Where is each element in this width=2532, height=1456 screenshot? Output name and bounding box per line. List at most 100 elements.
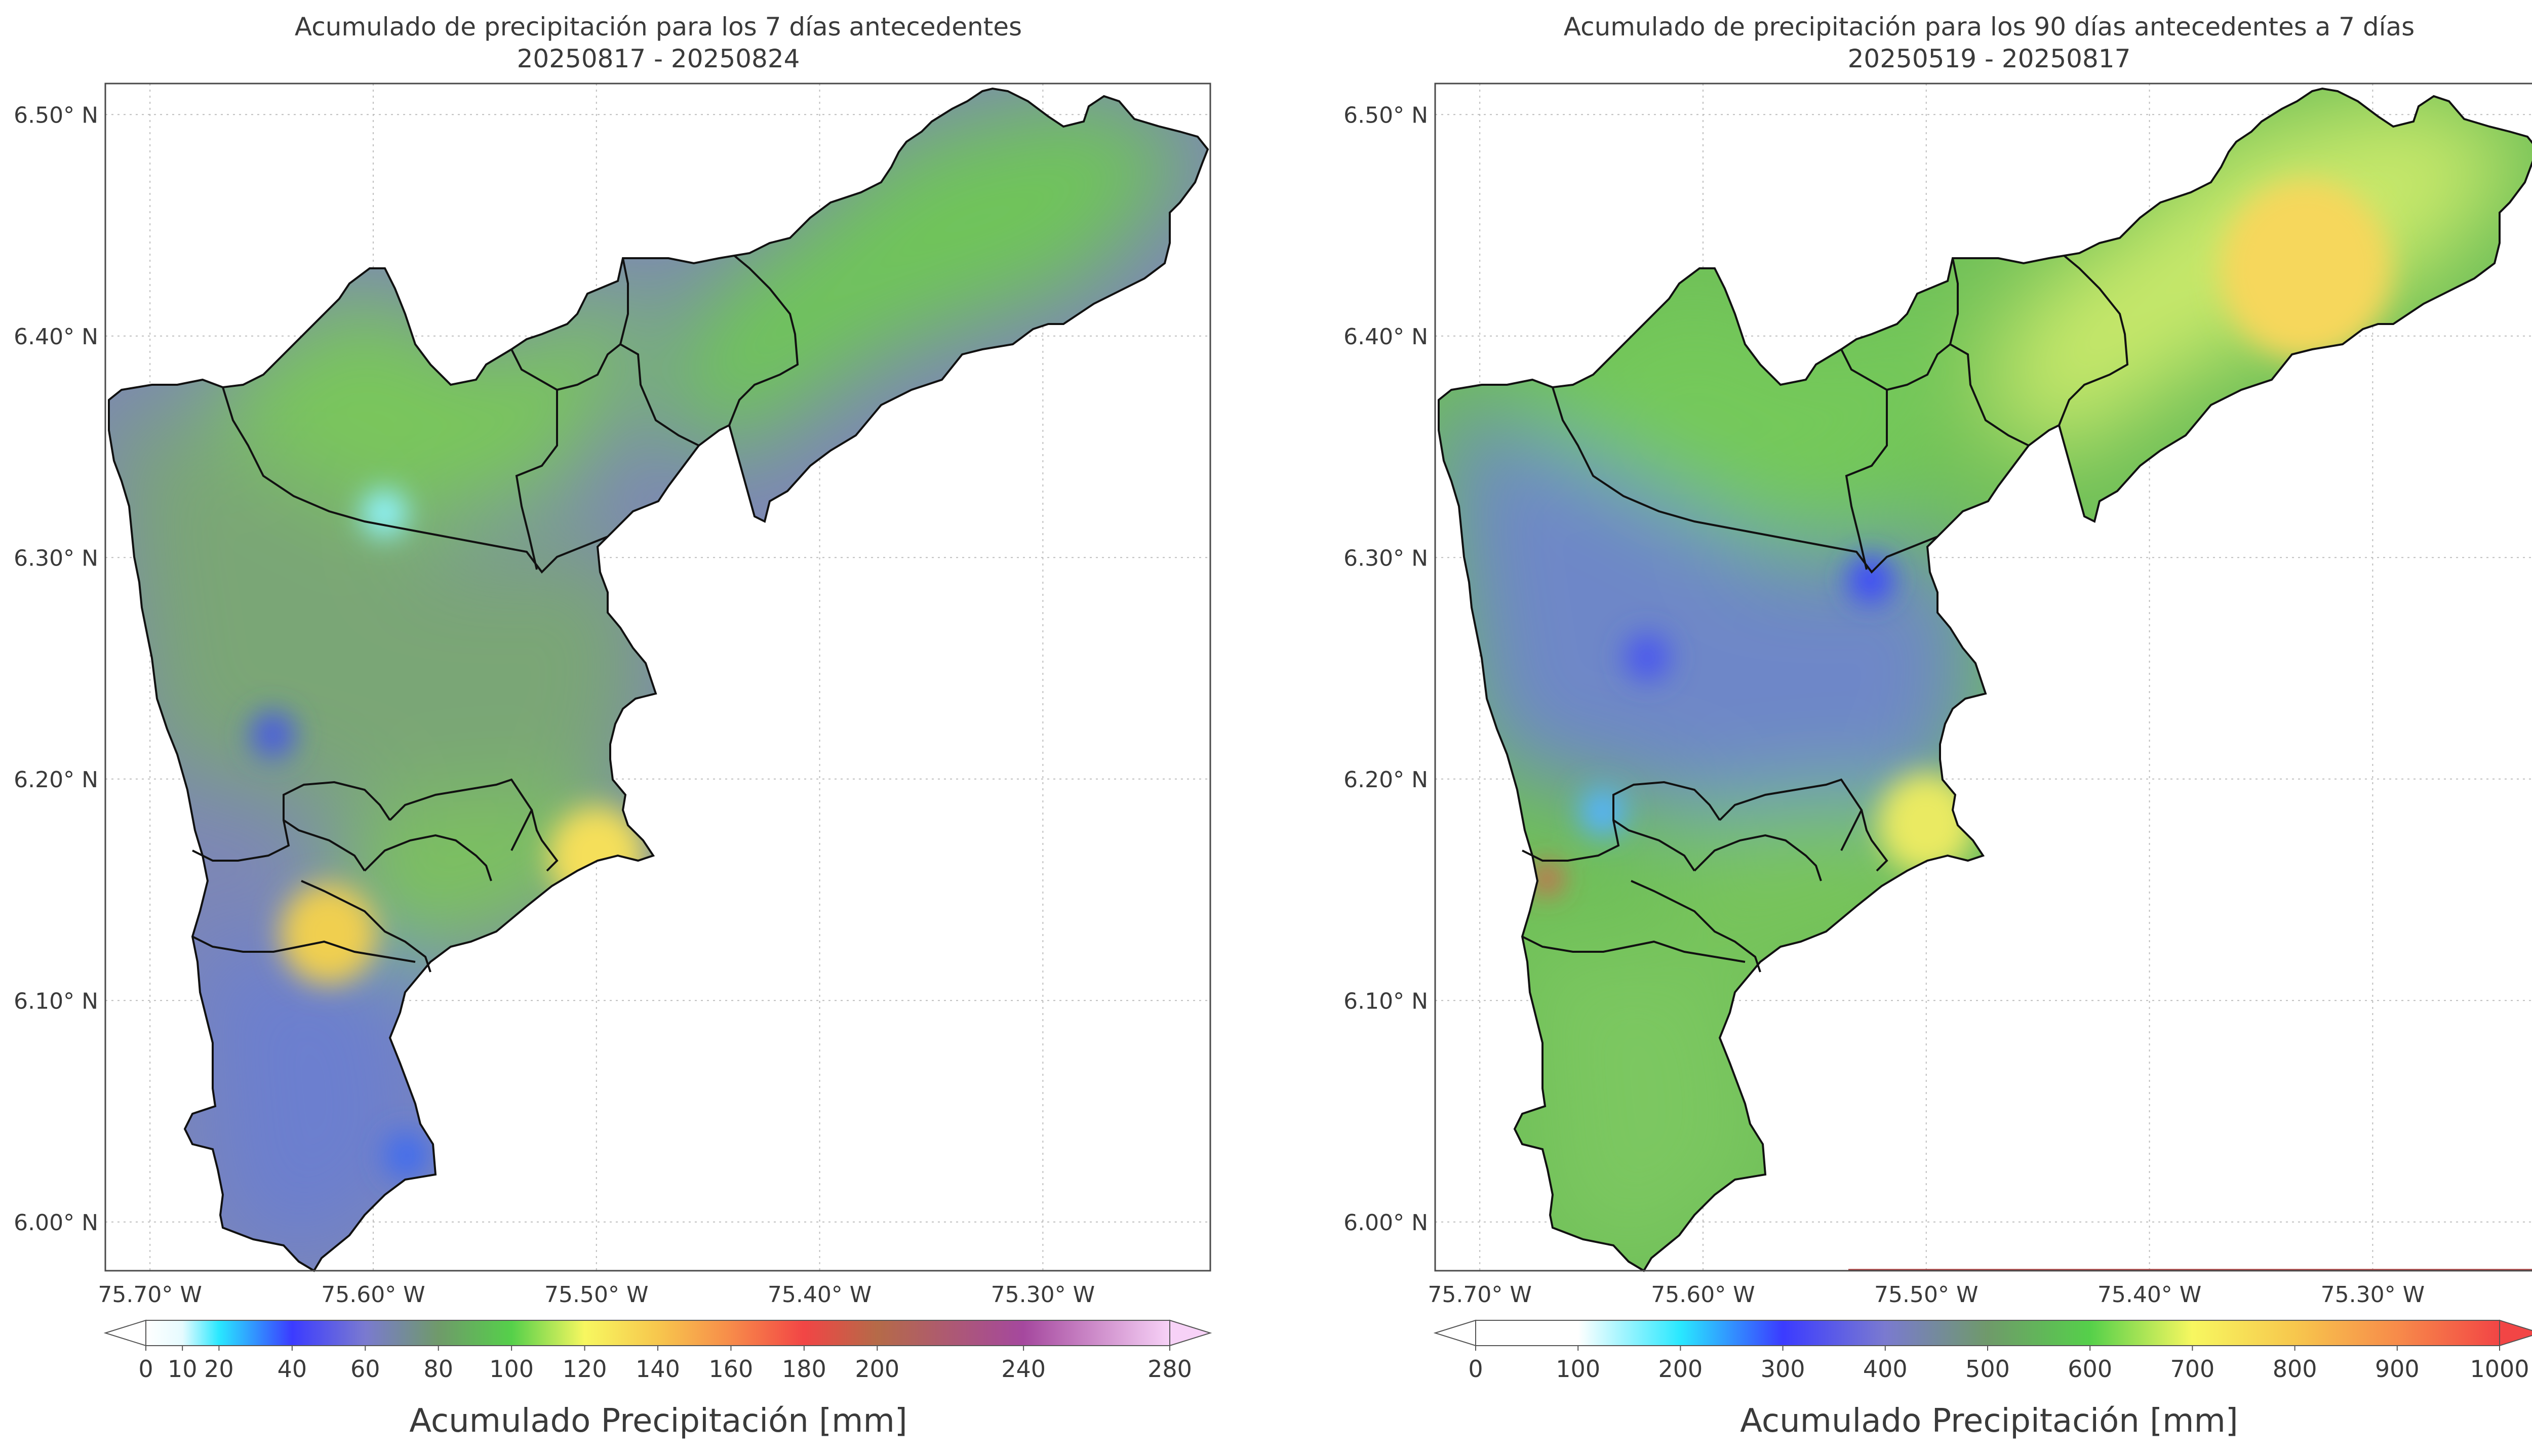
colorbar-tick-label: 700	[2170, 1355, 2214, 1383]
hotspot-blue-minimum-north	[362, 489, 408, 537]
colorbar-label: Acumulado Precipitación [mm]	[1740, 1402, 2238, 1440]
lat-tick-label: 6.30° N	[14, 545, 98, 571]
subbasin-boundary	[1522, 781, 1721, 862]
colorbar-tick-label: 800	[2273, 1355, 2317, 1383]
subbasin-boundary	[1886, 343, 1951, 391]
subbasin-boundary	[510, 349, 558, 570]
lat-tick-label: 6.40° N	[14, 324, 98, 350]
colorbar-tick-label: 10	[168, 1355, 197, 1383]
subbasin-boundaries	[1522, 255, 2129, 973]
hotspot-yellow-maximum-west	[280, 883, 377, 985]
colorbar-tick-label: 200	[1658, 1355, 1703, 1383]
colorbar-tick-label: 100	[1556, 1355, 1600, 1383]
colorbar-extend-max	[1169, 1319, 1212, 1347]
lon-tick-label: 75.50° W	[1874, 1282, 1978, 1308]
colorbar-tick-label: 40	[278, 1355, 307, 1383]
lon-tick-label: 75.70° W	[1428, 1282, 1531, 1308]
lon-tick-label: 75.30° W	[991, 1282, 1095, 1308]
subbasin-boundary	[222, 387, 608, 574]
panel-title-line1: Acumulado de precipitación para los 90 d…	[1564, 12, 2415, 42]
subbasin-boundary	[728, 255, 799, 426]
colorbar-extend-min	[1433, 1319, 1476, 1347]
hotspot-yellow-maximum-east	[1878, 773, 1974, 874]
subbasin-boundary	[2058, 255, 2129, 426]
lat-tick-label: 6.00° N	[1343, 1210, 1428, 1236]
lat-tick-label: 6.30° N	[1343, 545, 1428, 571]
subbasin-boundary	[389, 778, 533, 851]
subbasin-boundary	[531, 810, 559, 872]
colorbar-label: Acumulado Precipitación [mm]	[409, 1402, 907, 1440]
subbasin-boundary	[619, 258, 699, 447]
lat-tick-label: 6.40° N	[1343, 324, 1428, 350]
axis-ticks: 75.70° W 75.60° W 75.50° W 75.40° W 75.30° W…	[1343, 102, 2425, 1308]
field-zone-north-central	[203, 263, 633, 532]
subbasin-boundary	[192, 781, 391, 862]
colorbar-tick-label: 160	[709, 1355, 754, 1383]
field-zone-south	[192, 937, 436, 1271]
lon-tick-label: 75.40° W	[2098, 1282, 2201, 1308]
field-zones	[1441, 91, 2532, 1271]
lat-tick-label: 6.00° N	[14, 1210, 98, 1236]
hotspot-red-maximum-west	[1532, 864, 1561, 894]
field-hotspots	[1532, 179, 2392, 894]
colorbar-gradient	[145, 1320, 1170, 1346]
subbasin-boundary	[301, 880, 431, 973]
map-frame	[1434, 83, 2532, 1272]
lon-tick-label: 75.70° W	[98, 1282, 202, 1308]
lon-tick-label: 75.40° W	[768, 1282, 872, 1308]
map-panel-7-days: Acumulado de precipitación para los 7 dí…	[14, 12, 1212, 1440]
subbasin-boundary	[1522, 936, 1746, 963]
lon-tick-label: 75.60° W	[1651, 1282, 1755, 1308]
colorbar-tick-label: 0	[1468, 1355, 1483, 1383]
field-zone-center	[111, 395, 648, 810]
map-panel-90-days: Acumulado de precipitación para los 90 d…	[1343, 12, 2532, 1440]
colorbar-tick-label: 180	[782, 1355, 826, 1383]
hotspot-blue-minimum-center-north	[1847, 555, 1893, 604]
subbasin-boundary	[1949, 258, 2029, 447]
lon-tick-label: 75.60° W	[321, 1282, 425, 1308]
hotspot-blue-minimum-center	[250, 711, 296, 759]
panel-title-line1: Acumulado de precipitación para los 7 dí…	[295, 12, 1022, 42]
colorbar-gradient	[1475, 1320, 2500, 1346]
colorbar-tick-label: 240	[1001, 1355, 1046, 1383]
lat-tick-label: 6.50° N	[14, 102, 98, 128]
lon-tick-label: 75.50° W	[544, 1282, 648, 1308]
colorbar-tick-label: 280	[1148, 1355, 1192, 1383]
field-zone-northeast	[658, 91, 1205, 456]
subbasin-boundary	[1719, 778, 1863, 851]
hotspot-blue-minimum-south	[384, 1131, 430, 1180]
subbasin-boundary	[1861, 810, 1888, 872]
subbasin-boundary	[557, 343, 621, 391]
panel-title-line2: 20250817 - 20250824	[517, 44, 800, 73]
map-frame	[104, 83, 1211, 1272]
colorbar-tick-label: 0	[138, 1355, 153, 1383]
subbasin-boundary	[1612, 819, 1695, 872]
axis-ticks: 75.70° W 75.60° W 75.50° W 75.40° W 75.30° W…	[14, 102, 1095, 1308]
lat-tick-label: 6.20° N	[14, 767, 98, 793]
colorbar: 0 10 20 40 60 80 100 120 140 160 180 200 240 280	[103, 1319, 1212, 1383]
colorbar-tick-label: 600	[2068, 1355, 2112, 1383]
subbasin-boundary	[364, 834, 492, 881]
subbasin-boundary	[1693, 834, 1822, 881]
colorbar-tick-label: 80	[423, 1355, 453, 1383]
colorbar-tick-label: 100	[489, 1355, 534, 1383]
subbasin-boundary	[283, 819, 366, 872]
subbasin-boundary	[192, 936, 416, 963]
colorbar-tick-label: 20	[204, 1355, 234, 1383]
lat-tick-label: 6.20° N	[1343, 767, 1428, 793]
colorbar-tick-label: 900	[2375, 1355, 2420, 1383]
lat-tick-label: 6.50° N	[1343, 102, 1428, 128]
colorbar: 0 100 200 300 400 500 600 700 800 900 1000	[1433, 1319, 2532, 1383]
colorbar-extend-min	[103, 1319, 146, 1347]
subbasin-boundary	[1840, 349, 1888, 570]
hotspot-yellow-maximum-northeast	[2220, 179, 2392, 360]
colorbar-tick-label: 200	[855, 1355, 899, 1383]
colorbar-tick-label: 120	[563, 1355, 607, 1383]
hotspot-blue-minimum-center	[1624, 633, 1670, 681]
basin-outline	[1438, 87, 2532, 1272]
lon-tick-label: 75.30° W	[2321, 1282, 2425, 1308]
subbasin-boundary	[1631, 880, 1761, 973]
lat-tick-label: 6.10° N	[1343, 988, 1428, 1014]
field-zone-north-central	[1532, 263, 1963, 532]
